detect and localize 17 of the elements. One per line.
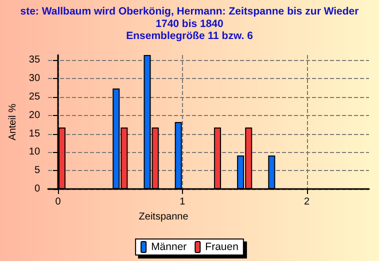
- y-tick-label: 15: [28, 128, 40, 140]
- y-tick-label: 30: [28, 73, 40, 84]
- x-axis-title: Zeitspanne: [138, 211, 189, 222]
- y-tick-label: 0: [34, 184, 40, 194]
- x-tick-label: 1: [180, 196, 186, 208]
- y-tick-label: 35: [28, 54, 40, 66]
- legend-label: Männer: [151, 241, 188, 253]
- chart-title: ste: Wallbaum wird Oberkönig, Hermann: Zeitspanne bis zur Wieder: [20, 6, 359, 18]
- legend-label: Frauen: [205, 241, 239, 253]
- x-tick-label: 2: [304, 196, 310, 208]
- y-axis-title: Anteil %: [8, 104, 18, 140]
- y-tick-label: 5: [34, 165, 40, 176]
- y-tick-label: 10: [28, 146, 40, 158]
- chart-subtitle: 1740 bis 1840 Ensemblegröße 11 bzw. 6: [126, 18, 254, 42]
- x-tick-label: 0: [55, 196, 62, 208]
- y-tick-label: 20: [28, 110, 40, 121]
- y-tick-label: 25: [28, 91, 40, 102]
